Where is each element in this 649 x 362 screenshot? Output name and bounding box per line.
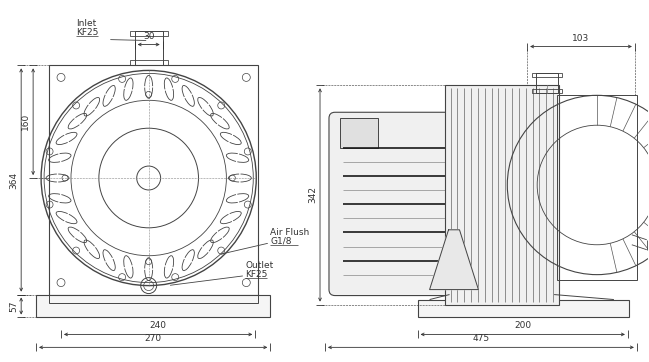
FancyBboxPatch shape xyxy=(329,112,456,295)
Text: 364: 364 xyxy=(9,172,18,189)
Bar xyxy=(418,299,629,317)
Polygon shape xyxy=(430,230,478,290)
Text: 342: 342 xyxy=(308,186,317,203)
Bar xyxy=(445,118,459,290)
Text: G1/8: G1/8 xyxy=(270,237,291,246)
Text: Inlet: Inlet xyxy=(76,18,96,28)
Text: 160: 160 xyxy=(21,113,30,130)
Bar xyxy=(557,95,637,279)
Bar xyxy=(130,30,167,35)
Bar xyxy=(340,118,378,148)
Bar xyxy=(135,30,163,66)
Text: 200: 200 xyxy=(514,321,532,331)
Bar xyxy=(130,60,167,66)
Text: 475: 475 xyxy=(472,334,489,344)
Text: Air Flush: Air Flush xyxy=(270,228,310,237)
Text: 240: 240 xyxy=(150,321,167,331)
Bar xyxy=(49,66,258,295)
Text: KF25: KF25 xyxy=(76,28,99,37)
Text: 57: 57 xyxy=(9,300,18,312)
Bar xyxy=(532,89,562,93)
Text: 103: 103 xyxy=(572,34,590,42)
Bar xyxy=(445,85,559,304)
Bar xyxy=(532,73,562,77)
Bar xyxy=(36,295,270,317)
Text: Outlet: Outlet xyxy=(245,261,274,270)
Bar xyxy=(536,73,558,93)
Bar xyxy=(49,295,258,303)
Text: KF25: KF25 xyxy=(245,270,267,279)
Text: 270: 270 xyxy=(145,334,162,344)
Text: 30: 30 xyxy=(143,31,154,41)
